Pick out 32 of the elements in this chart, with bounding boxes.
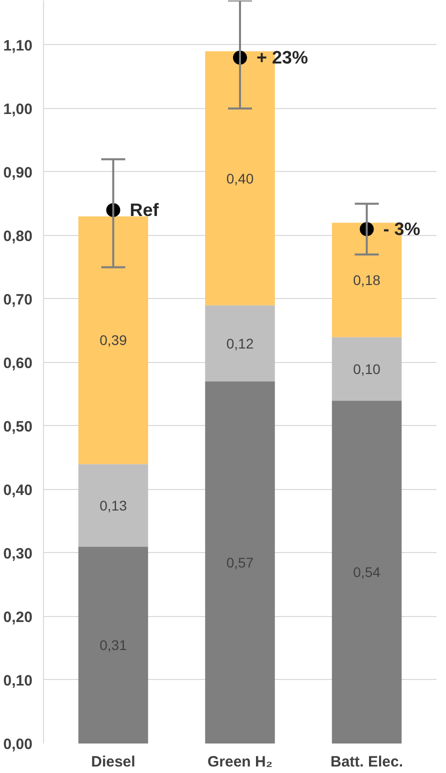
y-tick-label: 0,20 [3, 608, 33, 626]
x-tick-label: Diesel [91, 754, 136, 770]
y-tick-label: 0,00 [3, 736, 33, 753]
data-label: 0,10 [353, 360, 381, 377]
y-tick-label: 0,40 [3, 482, 33, 499]
y-tick-label: 0,90 [3, 164, 33, 182]
data-label: 0,40 [226, 170, 254, 186]
y-tick-label: 0,60 [3, 354, 33, 372]
data-label: 0,31 [100, 637, 128, 654]
x-tick-label: Batt. Elec. [330, 754, 404, 770]
y-tick-label: 0,30 [3, 545, 33, 562]
bar [78, 546, 148, 744]
y-tick-label: 0,50 [3, 418, 33, 436]
y-tick-label: 0,10 [3, 672, 33, 690]
data-label: 0,57 [226, 554, 254, 571]
bar [332, 337, 402, 401]
y-tick-label: 1,10 [3, 37, 33, 54]
bar [78, 216, 148, 464]
data-label: 0,39 [100, 332, 128, 348]
data-label: 0,54 [353, 564, 381, 580]
y-tick-label: 0,70 [3, 291, 33, 308]
y-tick-label: 1,00 [3, 100, 33, 118]
data-label: 0,13 [100, 497, 128, 514]
data-label: 0,18 [353, 272, 381, 288]
bar [205, 305, 275, 382]
x-tick-label: Green H₂ [207, 754, 273, 770]
data-label: 0,12 [226, 335, 254, 352]
bar [205, 382, 275, 744]
y-tick-label: 0,80 [3, 228, 33, 245]
bar [332, 400, 402, 744]
bar [78, 464, 148, 547]
annotation: Ref [130, 200, 160, 220]
